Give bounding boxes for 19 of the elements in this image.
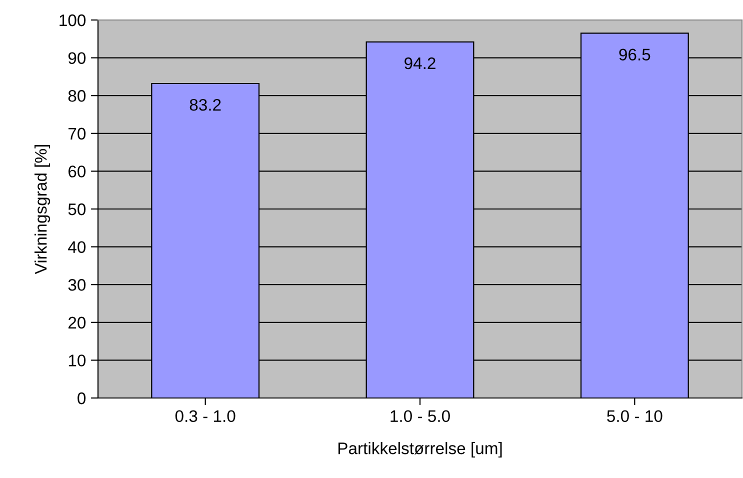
x-tick-label: 1.0 - 5.0: [390, 410, 450, 422]
data-label: 83.2: [190, 98, 221, 111]
y-tick-label: 70: [68, 128, 86, 140]
data-label: 94.2: [404, 57, 436, 70]
y-tick-label: 50: [68, 203, 86, 216]
y-tick-label: 90: [68, 52, 86, 64]
x-axis-title: Partikkelstørrelse [um]: [338, 442, 502, 458]
y-tick-label: 100: [60, 14, 86, 26]
x-tick-label: 0.3 - 1.0: [175, 410, 236, 422]
y-tick-label: 60: [68, 166, 86, 178]
y-axis-title: Virkningsgrad [%]: [34, 145, 50, 274]
y-tick-label: 80: [68, 90, 86, 102]
y-tick-label: 20: [68, 316, 86, 329]
y-tick-label: 40: [68, 241, 86, 254]
y-tick-label: 10: [68, 354, 86, 366]
y-tick-label: 30: [68, 279, 86, 291]
x-tick-label: 5.0 - 10: [607, 410, 662, 422]
y-tick-label: 0: [78, 392, 86, 404]
data-label: 96.5: [619, 48, 650, 60]
